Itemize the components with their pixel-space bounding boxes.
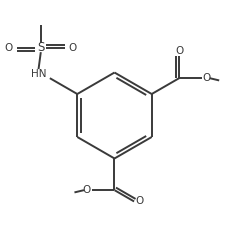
Text: O: O (135, 196, 143, 207)
Text: HN: HN (31, 69, 46, 79)
Text: O: O (69, 43, 77, 53)
Text: O: O (5, 43, 13, 53)
Text: O: O (175, 46, 183, 56)
Text: O: O (83, 185, 91, 195)
Text: S: S (37, 41, 44, 54)
Text: O: O (203, 73, 211, 83)
